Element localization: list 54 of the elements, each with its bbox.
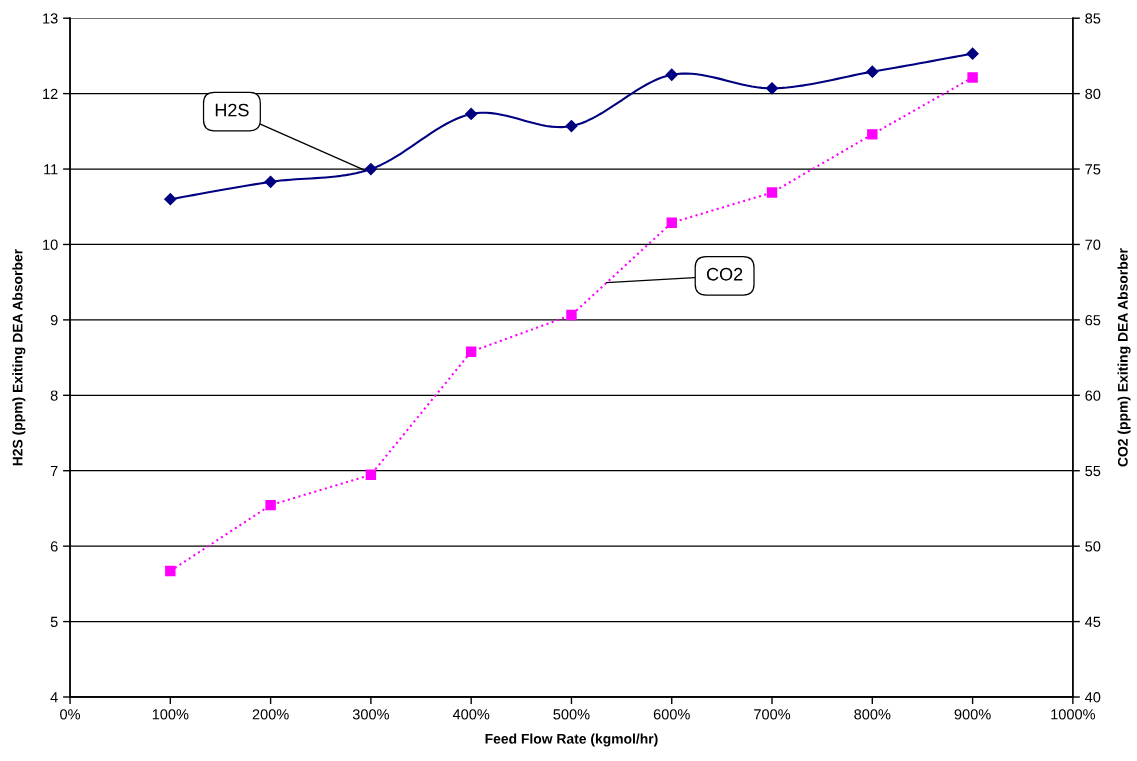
y2-tick-label: 80 xyxy=(1085,88,1101,100)
point xyxy=(265,499,276,511)
point xyxy=(665,68,678,81)
y2-tick-label: 60 xyxy=(1085,390,1101,401)
y-tick-label: 12 xyxy=(43,88,58,99)
point xyxy=(867,129,878,140)
point xyxy=(765,82,779,95)
x-tick-label: 300% xyxy=(352,709,390,720)
point xyxy=(766,187,778,198)
y-tick-label: 5 xyxy=(50,616,58,627)
y2-tick-label: 75 xyxy=(1085,164,1101,175)
point xyxy=(364,162,377,176)
y-tick-label: 11 xyxy=(44,164,58,175)
point xyxy=(866,65,879,78)
point xyxy=(565,119,578,133)
point xyxy=(365,469,377,481)
y-axis-title: H2S (ppm) Exiting DEA Absorber xyxy=(12,249,26,466)
y-tick-label: 6 xyxy=(50,541,58,552)
text: H2S xyxy=(215,103,249,117)
point xyxy=(165,565,176,577)
x-tick-label: 100% xyxy=(152,709,189,720)
y-tick-label: 10 xyxy=(43,239,58,250)
point xyxy=(264,175,277,188)
y2-tick-label: 45 xyxy=(1085,616,1101,627)
y2-tick-label: 50 xyxy=(1085,541,1101,552)
y-tick-label: 13 xyxy=(43,13,58,24)
y2-tick-label: 85 xyxy=(1085,13,1101,24)
x-tick-label: 800% xyxy=(854,709,891,720)
x-axis-title: Feed Flow Rate (kgmol/hr) xyxy=(485,733,658,747)
point xyxy=(465,107,478,121)
y2-tick-label: 65 xyxy=(1085,314,1101,326)
x-tick-label: 600% xyxy=(653,709,690,720)
y-tick-label: 4 xyxy=(50,692,58,703)
y-tick-label: 8 xyxy=(50,390,58,401)
y2-axis-title: CO2 (ppm) Exiting DEA Absorber xyxy=(1117,248,1131,467)
text: CO2 xyxy=(706,267,743,281)
x-tick-label: 1000% xyxy=(1051,709,1096,720)
y2-tick-label: 40 xyxy=(1085,692,1101,703)
y-tick-label: 9 xyxy=(50,314,58,326)
point xyxy=(164,193,177,206)
x-tick-label: 900% xyxy=(954,709,991,720)
y2-tick-label: 55 xyxy=(1085,465,1101,477)
x-tick-label: 200% xyxy=(252,709,289,720)
y2-tick-label: 70 xyxy=(1085,239,1101,250)
point xyxy=(966,47,979,60)
y-tick-label: 7 xyxy=(50,465,58,477)
point xyxy=(566,309,577,321)
point xyxy=(465,346,477,357)
x-tick-label: 700% xyxy=(754,709,791,720)
x-tick-label: 400% xyxy=(452,709,490,720)
x-tick-label: 500% xyxy=(553,709,590,720)
point xyxy=(666,217,677,228)
point xyxy=(967,72,978,83)
x-tick-label: 0% xyxy=(60,709,81,720)
